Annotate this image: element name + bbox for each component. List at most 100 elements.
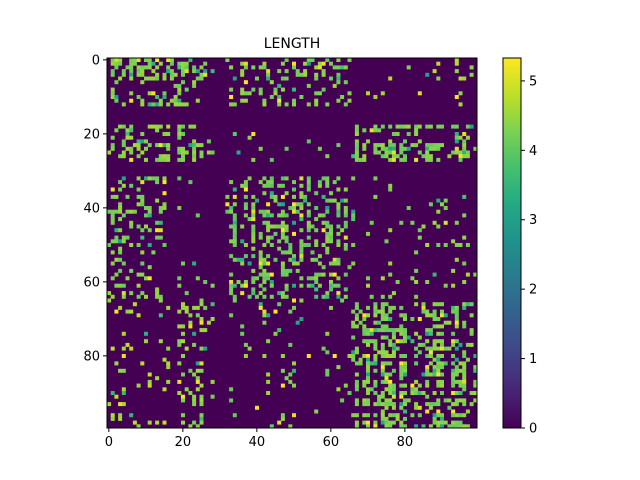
heatmap-cell: [465, 124, 470, 129]
heatmap-cell: [428, 361, 433, 366]
heatmap-cell: [417, 124, 422, 129]
heatmap-cell: [262, 209, 267, 214]
heatmap-cell: [269, 280, 274, 284]
heatmap-cell: [395, 346, 400, 351]
heatmap-cell: [384, 420, 389, 425]
heatmap-cell: [373, 124, 378, 129]
heatmap-cell: [451, 239, 456, 244]
heatmap-cell: [451, 391, 456, 395]
heatmap-cell: [299, 298, 304, 303]
heatmap-cell: [121, 402, 126, 407]
heatmap-cell: [366, 376, 370, 381]
heatmap-cell: [421, 391, 426, 395]
heatmap-cell: [458, 379, 463, 384]
heatmap-cell: [136, 272, 141, 277]
heatmap-cell: [377, 309, 382, 314]
heatmap-cell: [347, 391, 352, 395]
heatmap-cell: [114, 235, 119, 240]
heatmap-cell: [292, 298, 296, 303]
heatmap-cell: [255, 405, 259, 410]
heatmap-cell: [428, 405, 433, 410]
heatmap-cell: [451, 372, 456, 377]
heatmap-cell: [336, 387, 341, 392]
heatmap-cell: [362, 413, 367, 418]
heatmap-cell: [469, 402, 474, 407]
heatmap-cell: [110, 294, 115, 299]
heatmap-cell: [366, 365, 370, 370]
heatmap-cell: [336, 291, 341, 296]
heatmap-cell: [195, 213, 200, 218]
heatmap-cell: [391, 331, 396, 336]
heatmap-cell: [403, 391, 407, 395]
heatmap-cell: [317, 272, 322, 277]
heatmap-cell: [373, 339, 378, 344]
heatmap-cell: [366, 424, 370, 429]
heatmap-cell: [436, 157, 441, 162]
heatmap-cell: [147, 209, 152, 214]
heatmap-cell: [425, 157, 430, 162]
heatmap-cell: [443, 361, 448, 366]
heatmap-cell: [454, 220, 459, 225]
heatmap-cell: [432, 365, 437, 370]
heatmap-cell: [391, 154, 396, 159]
heatmap-cell: [391, 346, 396, 351]
heatmap-cell: [373, 309, 378, 314]
heatmap-cell: [403, 383, 407, 388]
heatmap-cell: [277, 420, 282, 425]
heatmap-cell: [266, 339, 271, 344]
heatmap-cell: [388, 146, 393, 151]
heatmap-cell: [380, 420, 385, 425]
heatmap-cell: [314, 91, 319, 96]
heatmap-cell: [414, 361, 419, 366]
heatmap-cell: [377, 320, 382, 325]
heatmap-cell: [373, 302, 378, 307]
heatmap-cell: [173, 98, 178, 103]
heatmap-cell: [192, 398, 197, 403]
heatmap-cell: [458, 383, 463, 388]
heatmap-cell: [280, 194, 285, 199]
heatmap-cell: [380, 143, 385, 148]
heatmap-cell: [144, 139, 148, 144]
heatmap-cell: [321, 61, 326, 66]
heatmap-cell: [110, 146, 115, 151]
heatmap-cell: [277, 83, 282, 88]
heatmap-cell: [388, 187, 393, 192]
heatmap-cell: [166, 58, 171, 62]
heatmap-cell: [336, 209, 341, 214]
heatmap-cell: [380, 302, 385, 307]
heatmap-cell: [458, 342, 463, 347]
heatmap-cell: [447, 398, 452, 403]
heatmap-cell: [366, 357, 370, 362]
heatmap-cell: [388, 361, 393, 366]
heatmap-cell: [284, 76, 289, 81]
heatmap-cell: [428, 313, 433, 318]
heatmap-cell: [136, 146, 141, 151]
heatmap-cell: [273, 331, 278, 336]
heatmap-cell: [177, 339, 182, 344]
heatmap-cell: [203, 328, 208, 333]
heatmap-cell: [229, 398, 234, 403]
heatmap-cell: [425, 372, 430, 377]
heatmap-cell: [121, 391, 126, 395]
heatmap-cell: [384, 416, 389, 421]
heatmap-cell: [447, 424, 452, 429]
heatmap-cell: [258, 180, 263, 185]
heatmap-cell: [121, 124, 126, 129]
heatmap-cell: [269, 235, 274, 240]
heatmap-cell: [354, 143, 359, 148]
heatmap-cell: [329, 76, 333, 81]
x-tick-label: 80: [397, 435, 414, 450]
heatmap-cell: [110, 346, 115, 351]
heatmap-cell: [384, 324, 389, 329]
heatmap-cell: [280, 202, 285, 207]
heatmap-cell: [199, 143, 204, 148]
heatmap-cell: [399, 365, 404, 370]
heatmap-cell: [317, 65, 322, 70]
heatmap-cell: [440, 324, 444, 329]
heatmap-cell: [388, 143, 393, 148]
heatmap-cell: [199, 383, 204, 388]
heatmap-cell: [136, 224, 141, 229]
heatmap-cell: [440, 424, 444, 429]
heatmap-cell: [280, 416, 285, 421]
